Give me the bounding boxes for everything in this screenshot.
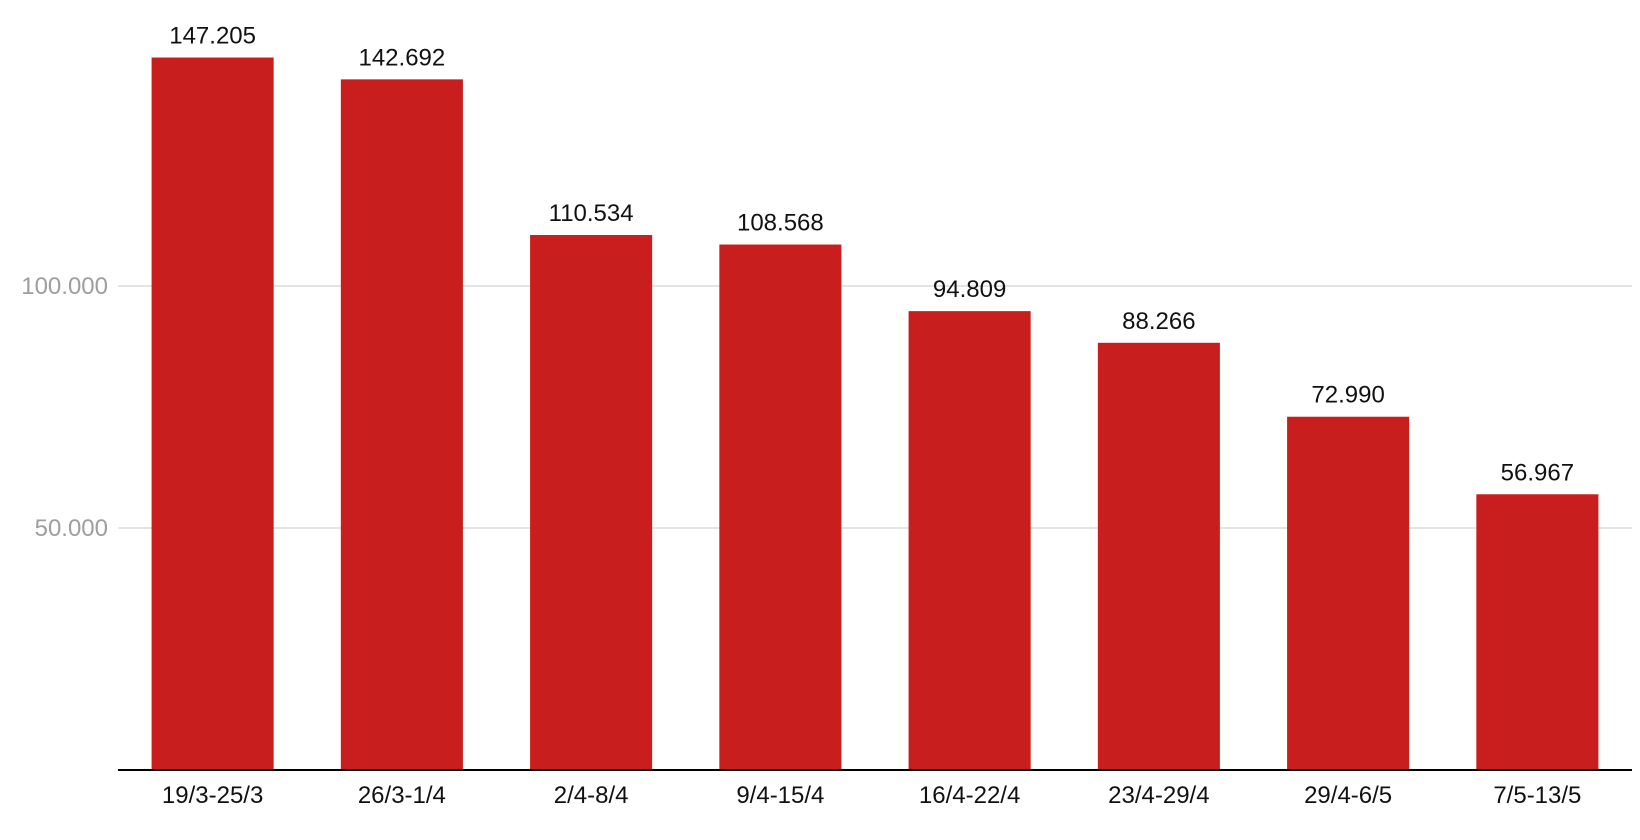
bar xyxy=(719,244,842,770)
x-tick-label: 9/4-15/4 xyxy=(736,782,824,809)
data-label: 56.967 xyxy=(1501,459,1574,486)
x-tick-label: 2/4-8/4 xyxy=(554,782,629,809)
data-label: 88.266 xyxy=(1122,308,1195,335)
bar xyxy=(1476,494,1599,770)
x-tick-label: 16/4-22/4 xyxy=(919,782,1020,809)
x-tick-label: 7/5-13/5 xyxy=(1493,782,1581,809)
bar xyxy=(908,311,1031,770)
x-tick-label: 29/4-6/5 xyxy=(1304,782,1392,809)
data-label: 147.205 xyxy=(169,23,256,50)
y-axis-ticks: 50.000 100.000 xyxy=(21,273,108,542)
x-tick-label: 19/3-25/3 xyxy=(162,782,263,809)
y-tick-label: 50.000 xyxy=(35,515,108,542)
bar xyxy=(340,79,463,770)
data-label: 72.990 xyxy=(1311,382,1384,409)
data-label: 94.809 xyxy=(933,276,1006,303)
x-tick-label: 26/3-1/4 xyxy=(358,782,446,809)
data-label: 110.534 xyxy=(549,200,634,227)
data-label: 108.568 xyxy=(737,210,824,237)
bar xyxy=(530,235,653,770)
bar xyxy=(1287,416,1410,770)
data-labels: 147.205 142.692 110.534 108.568 94.809 88.266… xyxy=(169,23,1574,487)
x-tick-label: 23/4-29/4 xyxy=(1108,782,1209,809)
bars xyxy=(151,57,1599,770)
bar xyxy=(1097,342,1220,770)
bar xyxy=(151,57,274,770)
y-tick-label: 100.000 xyxy=(21,273,108,300)
x-axis-ticks: 19/3-25/3 26/3-1/4 2/4-8/4 9/4-15/4 16/4-22/… xyxy=(162,782,1582,809)
data-label: 142.692 xyxy=(358,44,445,71)
